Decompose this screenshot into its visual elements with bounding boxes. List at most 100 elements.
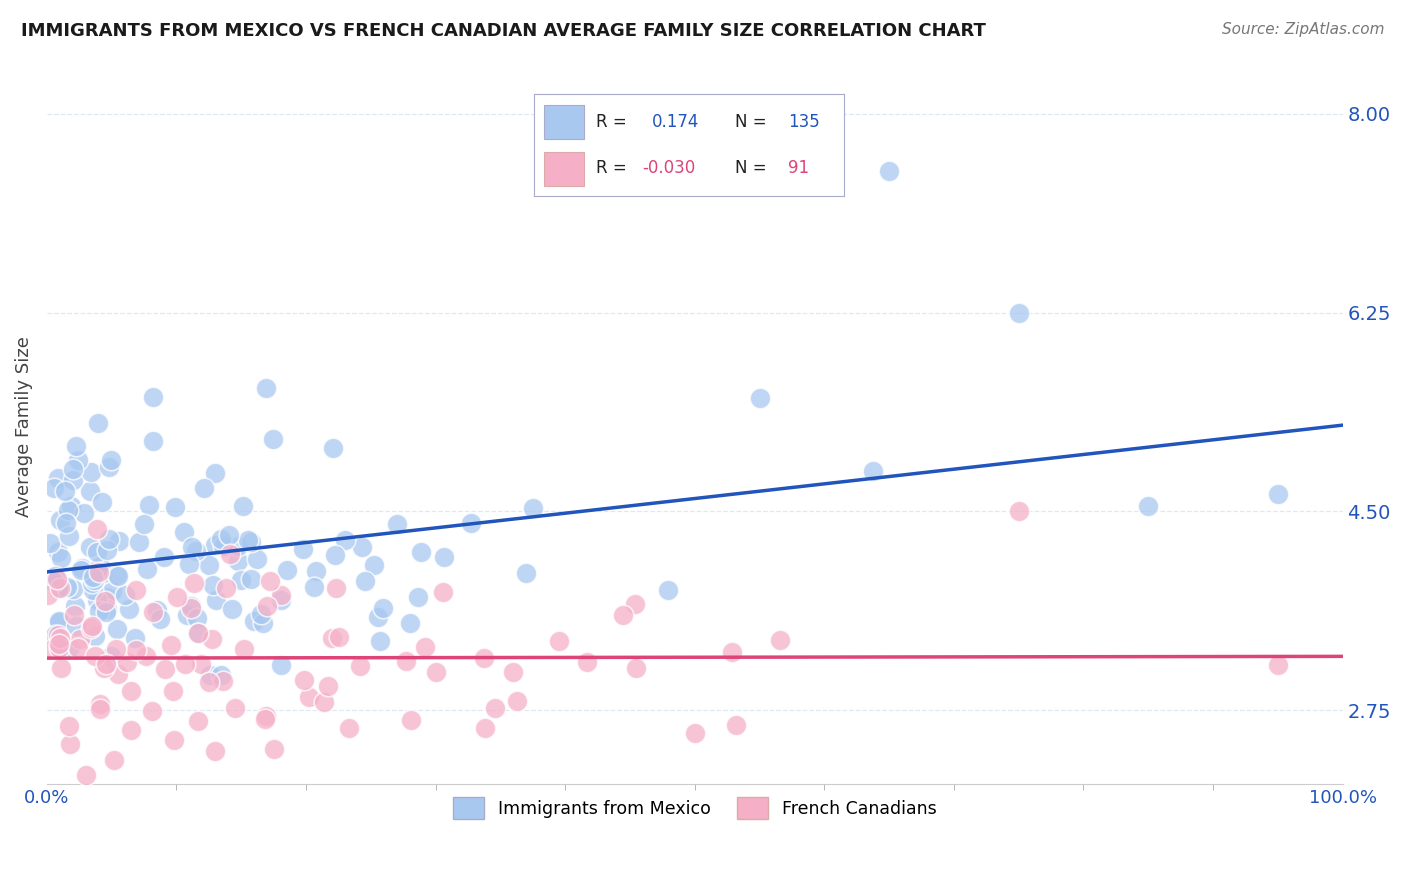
Point: [65, 619, 87, 633]
Point: [201, 632, 224, 647]
Point: [522, 501, 544, 516]
Point: [433, 549, 456, 564]
Point: [1267, 487, 1289, 501]
Point: [128, 534, 150, 549]
Point: [107, 666, 129, 681]
Point: [328, 630, 350, 644]
Point: [163, 732, 186, 747]
Point: [59, 499, 82, 513]
Point: [263, 741, 285, 756]
Point: [624, 661, 647, 675]
Point: [187, 626, 209, 640]
Point: [246, 551, 269, 566]
Point: [321, 631, 343, 645]
Point: [84, 648, 107, 663]
Point: [657, 583, 679, 598]
Point: [173, 525, 195, 540]
Point: [1267, 657, 1289, 672]
Point: [226, 539, 249, 553]
Point: [204, 467, 226, 481]
Point: [363, 558, 385, 573]
Point: [624, 597, 647, 611]
Point: [98, 532, 121, 546]
Point: [39, 536, 62, 550]
Point: [48, 615, 70, 629]
Point: [59, 738, 82, 752]
Y-axis label: Average Family Size: Average Family Size: [15, 336, 32, 516]
Point: [769, 632, 792, 647]
Point: [187, 714, 209, 729]
Point: [184, 544, 207, 558]
Point: [413, 640, 436, 655]
Point: [187, 626, 209, 640]
Point: [515, 566, 537, 580]
Text: 91: 91: [787, 159, 808, 177]
Point: [240, 535, 263, 549]
Point: [484, 700, 506, 714]
Point: [94, 657, 117, 671]
Point: [179, 558, 201, 572]
Point: [302, 580, 325, 594]
Point: [69, 632, 91, 646]
Point: [292, 673, 315, 687]
FancyBboxPatch shape: [544, 153, 583, 186]
Point: [352, 540, 374, 554]
Point: [93, 594, 115, 608]
Point: [1008, 306, 1031, 320]
Point: [166, 590, 188, 604]
Point: [80, 465, 103, 479]
Point: [91, 494, 114, 508]
Point: [254, 712, 277, 726]
Point: [100, 453, 122, 467]
Point: [124, 643, 146, 657]
Point: [41, 641, 63, 656]
Point: [96, 542, 118, 557]
Point: [46, 628, 69, 642]
Point: [298, 690, 321, 704]
Point: [259, 574, 281, 588]
Point: [748, 391, 770, 405]
Point: [86, 593, 108, 607]
Point: [114, 588, 136, 602]
Point: [104, 642, 127, 657]
Text: IMMIGRANTS FROM MEXICO VS FRENCH CANADIAN AVERAGE FAMILY SIZE CORRELATION CHART: IMMIGRANTS FROM MEXICO VS FRENCH CANADIA…: [21, 22, 986, 40]
Text: R =: R =: [596, 113, 627, 131]
Point: [142, 605, 165, 619]
Point: [87, 565, 110, 579]
Point: [181, 540, 204, 554]
Point: [107, 569, 129, 583]
Point: [409, 545, 432, 559]
Point: [82, 570, 104, 584]
Point: [183, 575, 205, 590]
Point: [45, 572, 67, 586]
Point: [153, 550, 176, 565]
Point: [612, 607, 634, 622]
Point: [394, 654, 416, 668]
Point: [198, 558, 221, 572]
Point: [73, 506, 96, 520]
Point: [48, 637, 70, 651]
Point: [176, 608, 198, 623]
Point: [42, 574, 65, 589]
Point: [65, 439, 87, 453]
Point: [337, 721, 360, 735]
Point: [80, 575, 103, 590]
FancyBboxPatch shape: [544, 105, 583, 139]
Point: [370, 634, 392, 648]
Point: [432, 585, 454, 599]
Point: [240, 573, 263, 587]
Point: [103, 753, 125, 767]
Point: [254, 381, 277, 395]
Point: [96, 602, 118, 616]
Point: [367, 610, 389, 624]
Point: [124, 631, 146, 645]
Text: -0.030: -0.030: [643, 159, 696, 177]
Point: [62, 582, 84, 596]
Point: [276, 563, 298, 577]
Point: [254, 709, 277, 723]
Point: [89, 697, 111, 711]
Point: [877, 163, 900, 178]
Point: [120, 684, 142, 698]
Point: [56, 581, 79, 595]
Point: [149, 611, 172, 625]
